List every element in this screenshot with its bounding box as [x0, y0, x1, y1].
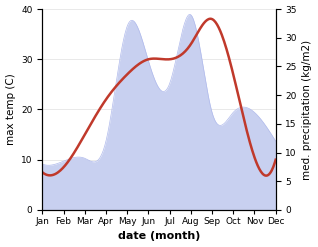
X-axis label: date (month): date (month): [118, 231, 200, 242]
Y-axis label: med. precipitation (kg/m2): med. precipitation (kg/m2): [302, 40, 313, 180]
Y-axis label: max temp (C): max temp (C): [5, 74, 16, 145]
